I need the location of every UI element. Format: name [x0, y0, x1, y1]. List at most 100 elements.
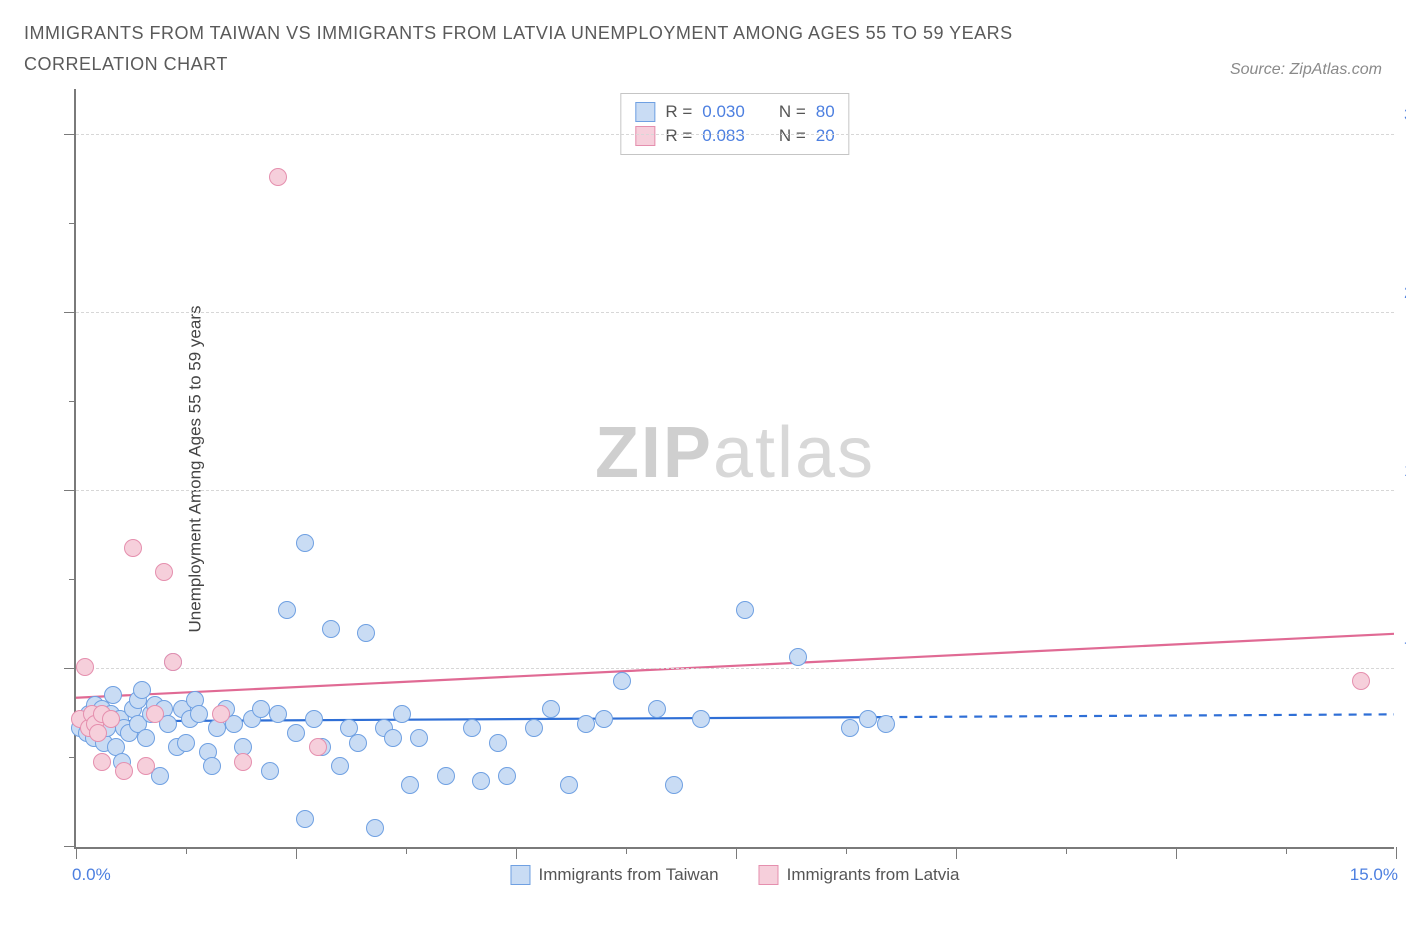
series-legend-label: Immigrants from Latvia — [787, 865, 960, 885]
x-tick — [516, 847, 517, 859]
y-tick — [64, 312, 76, 313]
data-point — [489, 734, 507, 752]
data-point — [102, 710, 120, 728]
y-tick — [69, 757, 76, 758]
data-point — [278, 601, 296, 619]
chart-container: Unemployment Among Ages 55 to 59 years Z… — [54, 89, 1382, 849]
x-tick — [1286, 847, 1287, 854]
legend-swatch — [510, 865, 530, 885]
data-point — [384, 729, 402, 747]
data-point — [269, 705, 287, 723]
legend-n-label: N = — [779, 126, 806, 146]
y-tick — [64, 846, 76, 847]
x-tick — [736, 847, 737, 859]
data-point — [252, 700, 270, 718]
x-tick — [956, 847, 957, 859]
watermark-light: atlas — [713, 413, 875, 493]
y-tick — [69, 401, 76, 402]
data-point — [410, 729, 428, 747]
data-point — [322, 620, 340, 638]
legend-r-value: 0.083 — [702, 126, 745, 146]
y-tick — [69, 579, 76, 580]
data-point — [577, 715, 595, 733]
trend-line — [884, 715, 1394, 718]
x-tick — [406, 847, 407, 854]
data-point — [366, 819, 384, 837]
y-tick — [64, 134, 76, 135]
data-point — [877, 715, 895, 733]
x-tick — [296, 847, 297, 859]
data-point — [203, 757, 221, 775]
series-legend: Immigrants from Taiwan Immigrants from La… — [510, 865, 959, 885]
y-tick — [64, 668, 76, 669]
data-point — [309, 738, 327, 756]
watermark: ZIPatlas — [595, 412, 875, 494]
data-point — [401, 776, 419, 794]
stats-legend-row: R = 0.083 N = 20 — [635, 124, 834, 148]
x-tick — [186, 847, 187, 854]
legend-n-value: 80 — [816, 102, 835, 122]
x-axis-min-label: 0.0% — [72, 865, 111, 885]
data-point — [665, 776, 683, 794]
data-point — [296, 534, 314, 552]
data-point — [137, 729, 155, 747]
series-legend-label: Immigrants from Taiwan — [538, 865, 718, 885]
data-point — [234, 753, 252, 771]
data-point — [1352, 672, 1370, 690]
data-point — [261, 762, 279, 780]
data-point — [89, 724, 107, 742]
x-axis-max-label: 15.0% — [1350, 865, 1398, 885]
series-legend-item: Immigrants from Latvia — [759, 865, 960, 885]
legend-n-label: N = — [779, 102, 806, 122]
legend-r-label: R = — [665, 126, 692, 146]
stats-legend-row: R = 0.030 N = 80 — [635, 100, 834, 124]
x-tick — [626, 847, 627, 854]
data-point — [525, 719, 543, 737]
watermark-bold: ZIP — [595, 413, 713, 493]
legend-swatch — [759, 865, 779, 885]
data-point — [124, 539, 142, 557]
data-point — [472, 772, 490, 790]
data-point — [76, 658, 94, 676]
data-point — [190, 705, 208, 723]
data-point — [560, 776, 578, 794]
stats-legend: R = 0.030 N = 80 R = 0.083 N = 20 — [620, 93, 849, 155]
data-point — [115, 762, 133, 780]
series-legend-item: Immigrants from Taiwan — [510, 865, 718, 885]
legend-n-value: 20 — [816, 126, 835, 146]
data-point — [648, 700, 666, 718]
data-point — [357, 624, 375, 642]
chart-title: IMMIGRANTS FROM TAIWAN VS IMMIGRANTS FRO… — [24, 18, 1124, 79]
x-tick — [1396, 847, 1397, 859]
scatter-plot: ZIPatlas R = 0.030N = 80R = 0.083N = 20 … — [74, 89, 1394, 849]
data-point — [841, 719, 859, 737]
x-tick — [846, 847, 847, 854]
data-point — [692, 710, 710, 728]
legend-swatch — [635, 126, 655, 146]
data-point — [595, 710, 613, 728]
data-point — [736, 601, 754, 619]
data-point — [789, 648, 807, 666]
data-point — [212, 705, 230, 723]
data-point — [498, 767, 516, 785]
data-point — [859, 710, 877, 728]
x-tick — [1176, 847, 1177, 859]
data-point — [93, 753, 111, 771]
legend-swatch — [635, 102, 655, 122]
gridline — [76, 134, 1394, 135]
data-point — [349, 734, 367, 752]
data-point — [104, 686, 122, 704]
legend-r-value: 0.030 — [702, 102, 745, 122]
data-point — [269, 168, 287, 186]
data-point — [296, 810, 314, 828]
data-point — [155, 563, 173, 581]
trend-lines — [76, 89, 1394, 847]
gridline — [76, 490, 1394, 491]
data-point — [177, 734, 195, 752]
data-point — [613, 672, 631, 690]
legend-r-label: R = — [665, 102, 692, 122]
data-point — [331, 757, 349, 775]
x-tick — [76, 847, 77, 859]
y-tick — [64, 490, 76, 491]
data-point — [305, 710, 323, 728]
